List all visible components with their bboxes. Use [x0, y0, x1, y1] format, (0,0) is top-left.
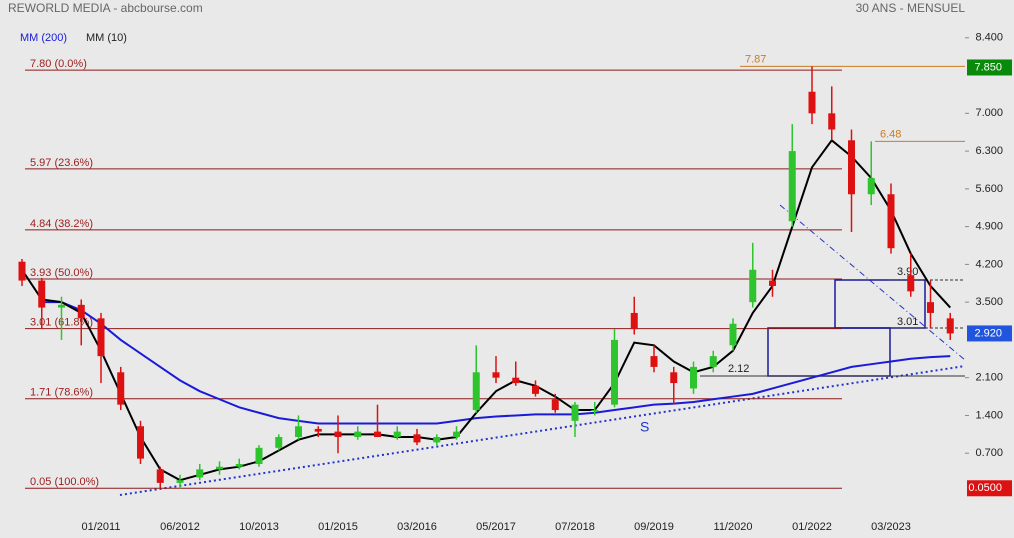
candle-body	[512, 377, 520, 384]
candle-body	[551, 399, 559, 411]
resistance-trendline	[779, 204, 966, 361]
candle-body	[216, 466, 223, 470]
box-label: 3.01	[897, 316, 918, 328]
box-label: 2.12	[728, 363, 749, 375]
x-tick-label: 01/2011	[82, 521, 121, 533]
candle-body	[611, 339, 618, 405]
candle-body	[690, 366, 697, 389]
y-tick-label: 5.600	[975, 183, 1003, 195]
candle-body	[848, 140, 855, 195]
fib-label: 4.84 (38.2%)	[30, 218, 93, 230]
moving-average	[21, 138, 951, 482]
y-tick-label: 8.400	[975, 32, 1003, 44]
candle-body	[828, 113, 836, 130]
x-tick-label: 03/2016	[397, 521, 437, 533]
price-tag	[967, 325, 1012, 342]
candle-body	[472, 372, 480, 411]
candle-body	[413, 434, 421, 443]
candle-body	[867, 178, 875, 195]
chart-subtitle: 30 ANS - MENSUEL	[856, 1, 966, 15]
fib-label: 5.97 (23.6%)	[30, 157, 93, 169]
x-tick-label: 11/2020	[714, 521, 753, 533]
candle-body	[77, 304, 85, 319]
x-tick-label: 01/2015	[318, 521, 358, 533]
moving-average	[41, 301, 951, 425]
candle-body	[670, 372, 678, 384]
candle-body	[630, 312, 638, 330]
price-tag-label: 0.0500	[968, 482, 1002, 494]
y-tick-label: 1.400	[975, 409, 1003, 421]
candle-body	[176, 480, 184, 483]
candle-body	[255, 447, 263, 464]
price-tag-label: 2.920	[974, 327, 1002, 339]
candle-body	[393, 431, 401, 438]
y-tick-label: 3.500	[975, 296, 1003, 308]
y-tick-label: 4.200	[975, 258, 1003, 270]
support-trendline	[119, 365, 966, 496]
target-box	[767, 327, 891, 377]
candle-body	[58, 304, 65, 308]
wave-label: S	[640, 419, 649, 435]
price-tag	[967, 480, 1012, 497]
candle-body	[709, 356, 717, 367]
candle-body	[314, 428, 322, 432]
y-tick-label: 6.300	[975, 145, 1003, 157]
fib-label: 3.93 (50.0%)	[30, 267, 93, 279]
high-label: 6.48	[880, 128, 901, 140]
price-tag	[967, 59, 1012, 76]
candle-body	[156, 469, 164, 483]
candle-body	[137, 426, 144, 459]
candle-body	[433, 437, 441, 443]
candle-body	[729, 323, 737, 346]
box-label: 3.90	[897, 266, 918, 278]
y-tick-label: 0.700	[975, 447, 1003, 459]
x-tick-label: 06/2012	[160, 521, 200, 533]
candle-body	[788, 151, 796, 222]
candle-body	[38, 280, 46, 308]
x-tick-label: 10/2013	[239, 521, 279, 533]
candle-body	[18, 261, 26, 281]
candle-body	[334, 431, 342, 438]
fib-label: 0.05 (100.0%)	[30, 476, 99, 488]
candle-body	[749, 269, 757, 303]
high-label: 7.87	[745, 53, 766, 65]
candle-body	[532, 385, 539, 394]
chart-title: REWORLD MEDIA - abcbourse.com	[8, 1, 203, 15]
legend-ma10: MM (10)	[86, 32, 127, 44]
legend-ma200: MM (200)	[20, 32, 67, 44]
candle-body	[650, 356, 658, 367]
candle-body	[808, 91, 816, 114]
candle-body	[235, 463, 243, 467]
x-tick-label: 07/2018	[555, 521, 595, 533]
y-tick-label: 4.900	[975, 221, 1003, 233]
price-tag-label: 7.850	[974, 61, 1002, 73]
candle-body	[453, 431, 460, 438]
candle-body	[117, 372, 125, 405]
x-tick-label: 03/2023	[871, 521, 911, 533]
fib-label: 1.71 (78.6%)	[30, 387, 93, 399]
candle-body	[591, 410, 599, 412]
candle-body	[571, 404, 579, 421]
y-tick-label: 2.100	[975, 372, 1003, 384]
candle-body	[927, 302, 934, 313]
x-tick-label: 05/2017	[476, 521, 516, 533]
candle-body	[769, 280, 776, 286]
y-tick-label: 7.000	[975, 107, 1003, 119]
candle-body	[196, 469, 204, 478]
candle-body	[354, 431, 362, 438]
candle-body	[97, 318, 105, 357]
candle-body	[295, 426, 302, 438]
candle-body	[946, 318, 954, 334]
x-tick-label: 01/2022	[792, 521, 832, 533]
candle-body	[374, 431, 381, 438]
fib-label: 7.80 (0.0%)	[30, 58, 87, 70]
x-tick-label: 09/2019	[634, 521, 674, 533]
candle-body	[275, 437, 283, 448]
candle-body	[887, 194, 895, 249]
candle-body	[492, 372, 500, 378]
candle-body	[907, 275, 915, 292]
